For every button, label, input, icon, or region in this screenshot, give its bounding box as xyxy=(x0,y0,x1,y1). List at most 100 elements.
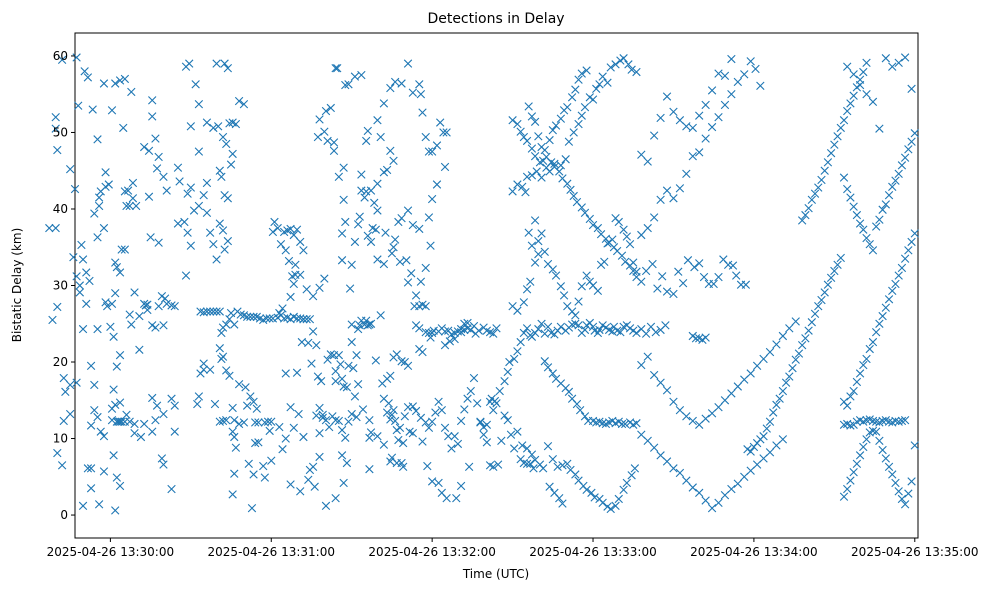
data-point-marker xyxy=(518,182,527,191)
data-point-marker xyxy=(868,337,878,347)
data-point-marker xyxy=(53,302,62,312)
data-point-marker xyxy=(823,158,833,167)
data-point-marker xyxy=(563,179,572,188)
data-point-marker xyxy=(151,415,160,425)
data-point-marker xyxy=(125,201,134,211)
data-point-marker xyxy=(746,369,755,378)
data-point-marker xyxy=(373,255,382,264)
data-point-marker xyxy=(302,285,311,294)
data-point-marker xyxy=(778,331,788,341)
data-point-marker xyxy=(376,311,385,320)
data-point-marker xyxy=(778,386,788,396)
data-point-marker xyxy=(329,138,339,147)
data-point-marker xyxy=(450,334,459,344)
data-point-marker xyxy=(183,189,192,198)
data-point-marker xyxy=(545,135,554,145)
data-point-marker xyxy=(315,428,324,438)
data-point-marker xyxy=(234,419,244,429)
chart-title: Detections in Delay xyxy=(427,11,564,27)
data-point-marker xyxy=(575,406,585,415)
data-point-marker xyxy=(289,423,298,433)
data-point-marker xyxy=(513,119,522,129)
data-point-marker xyxy=(212,307,221,316)
data-point-marker xyxy=(530,152,540,161)
data-point-marker xyxy=(432,180,442,189)
data-point-marker xyxy=(897,263,907,273)
data-point-marker xyxy=(82,268,91,277)
data-point-marker xyxy=(836,123,845,133)
data-point-marker xyxy=(534,132,543,141)
data-point-marker xyxy=(714,498,723,507)
data-point-marker xyxy=(196,307,205,316)
data-point-marker xyxy=(167,484,176,494)
data-point-marker xyxy=(209,307,218,316)
data-point-marker xyxy=(653,284,662,293)
data-point-marker xyxy=(530,117,540,126)
data-point-marker xyxy=(551,121,561,130)
data-point-marker xyxy=(781,378,791,387)
x-tick-label: 2025-04-26 13:35:00 xyxy=(851,545,978,559)
data-point-marker xyxy=(111,288,120,298)
data-point-marker xyxy=(629,266,638,276)
data-point-marker xyxy=(878,311,887,321)
data-point-marker xyxy=(574,297,583,306)
data-point-marker xyxy=(350,72,360,81)
data-point-marker xyxy=(843,401,852,410)
data-point-marker xyxy=(304,338,313,348)
data-point-marker xyxy=(387,249,397,258)
data-point-marker xyxy=(519,298,529,307)
data-point-marker xyxy=(571,85,580,94)
data-point-marker xyxy=(510,354,519,364)
data-point-marker xyxy=(643,157,652,166)
data-point-marker xyxy=(801,210,810,220)
data-point-marker xyxy=(320,274,329,283)
data-point-marker xyxy=(387,410,397,419)
data-point-marker xyxy=(513,180,522,189)
data-point-marker xyxy=(252,404,261,413)
data-point-marker xyxy=(347,337,356,347)
data-point-marker xyxy=(61,387,70,397)
data-point-marker xyxy=(390,416,400,426)
data-point-marker xyxy=(247,503,257,513)
data-point-marker xyxy=(548,369,557,378)
data-point-marker xyxy=(424,423,434,433)
data-point-marker xyxy=(891,176,900,185)
data-point-marker xyxy=(862,90,871,99)
data-point-marker xyxy=(289,230,298,240)
data-point-marker xyxy=(286,480,295,489)
data-point-marker xyxy=(682,122,691,131)
data-point-marker xyxy=(489,462,498,472)
data-point-marker xyxy=(194,392,204,401)
data-point-marker xyxy=(707,86,717,95)
data-point-marker xyxy=(875,215,884,224)
data-point-marker xyxy=(403,59,413,68)
data-point-marker xyxy=(57,55,67,64)
data-point-marker xyxy=(331,376,340,386)
data-point-marker xyxy=(875,124,884,133)
data-point-marker xyxy=(823,280,833,289)
data-point-marker xyxy=(152,401,162,410)
data-point-marker xyxy=(489,329,498,338)
data-point-marker xyxy=(78,324,88,334)
data-point-marker xyxy=(852,210,862,220)
data-point-marker xyxy=(125,417,134,426)
data-point-marker xyxy=(170,427,179,436)
data-point-marker xyxy=(643,223,652,233)
data-point-marker xyxy=(162,186,171,195)
data-point-marker xyxy=(334,172,344,182)
data-point-marker xyxy=(522,285,532,294)
data-point-marker xyxy=(344,417,353,426)
data-point-marker xyxy=(313,132,323,142)
data-point-marker xyxy=(904,145,913,154)
x-tick-label: 2025-04-26 13:34:00 xyxy=(690,545,817,559)
data-point-marker xyxy=(555,494,564,503)
data-point-marker xyxy=(326,350,335,359)
data-point-marker xyxy=(275,422,284,432)
data-point-marker xyxy=(897,494,907,504)
data-point-marker xyxy=(48,315,57,325)
data-point-marker xyxy=(344,80,353,89)
data-point-marker xyxy=(357,70,366,80)
data-point-marker xyxy=(632,328,641,338)
data-point-marker xyxy=(230,320,239,329)
data-point-marker xyxy=(371,356,381,365)
